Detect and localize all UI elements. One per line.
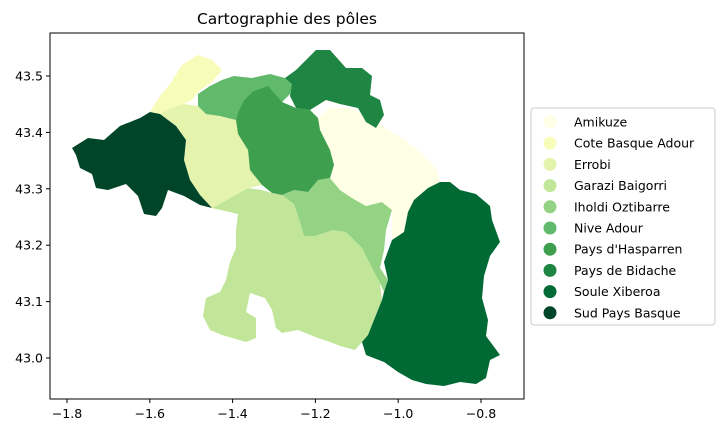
region-soule-xiberoa — [362, 182, 500, 386]
legend-swatch — [543, 285, 557, 299]
map-regions — [72, 50, 500, 386]
legend-swatch — [543, 263, 557, 277]
x-axis-ticks: −1.8 −1.6 −1.4 −1.2 −1.0 −0.8 — [52, 399, 496, 421]
legend-swatch — [543, 157, 557, 171]
legend-swatch — [543, 200, 557, 214]
region-sud-pays-basque — [72, 112, 212, 216]
y-tick-label: 43.2 — [15, 238, 43, 253]
y-tick-label: 43.5 — [15, 69, 43, 84]
legend-swatch — [543, 179, 557, 193]
legend-label: Pays de Bidache — [574, 263, 677, 278]
legend-frame — [530, 107, 716, 326]
region-errobi — [160, 104, 262, 208]
y-tick-label: 43.4 — [15, 125, 43, 140]
legend-swatch — [543, 115, 557, 129]
legend-swatch — [543, 136, 557, 150]
region-nive-adour — [198, 74, 294, 120]
legend-swatch — [543, 221, 557, 235]
plot-frame — [49, 32, 525, 400]
region-garazi-baigorri — [203, 188, 382, 350]
region-pays-bidache — [285, 50, 384, 128]
y-tick-label: 43.1 — [15, 294, 43, 309]
region-amikuze — [318, 108, 440, 240]
legend-label: Iholdi Oztibarre — [574, 199, 670, 214]
chart-title: Cartographie des pôles — [197, 10, 377, 28]
legend-label: Pays d'Hasparren — [574, 242, 682, 257]
y-tick-label: 43.0 — [15, 351, 43, 366]
x-tick-label: −1.4 — [217, 406, 247, 421]
y-axis-ticks: 43.0 43.1 43.2 43.3 43.4 43.5 — [15, 69, 50, 366]
x-tick-label: −0.8 — [466, 406, 496, 421]
y-tick-label: 43.3 — [15, 181, 43, 196]
legend-label: Errobi — [574, 157, 611, 172]
legend-label: Garazi Baigorri — [574, 178, 667, 193]
legend-label: Soule Xiberoa — [574, 284, 660, 299]
legend-label: Amikuze — [574, 115, 628, 130]
legend-label: Nive Adour — [574, 221, 644, 236]
region-iholdi-oztibarre — [282, 178, 392, 292]
x-tick-label: −1.0 — [383, 406, 413, 421]
legend-swatch — [543, 242, 557, 256]
region-cote-basque-adour — [150, 55, 222, 114]
x-tick-label: −1.6 — [135, 406, 165, 421]
region-pays-hasparren — [236, 86, 334, 195]
legend-label: Cote Basque Adour — [574, 136, 695, 151]
legend-label: Sud Pays Basque — [574, 305, 681, 320]
x-tick-label: −1.8 — [52, 406, 82, 421]
x-tick-label: −1.2 — [300, 406, 330, 421]
legend-swatch — [543, 306, 557, 320]
legend: Amikuze Cote Basque Adour Errobi Garazi Bai… — [530, 107, 716, 326]
